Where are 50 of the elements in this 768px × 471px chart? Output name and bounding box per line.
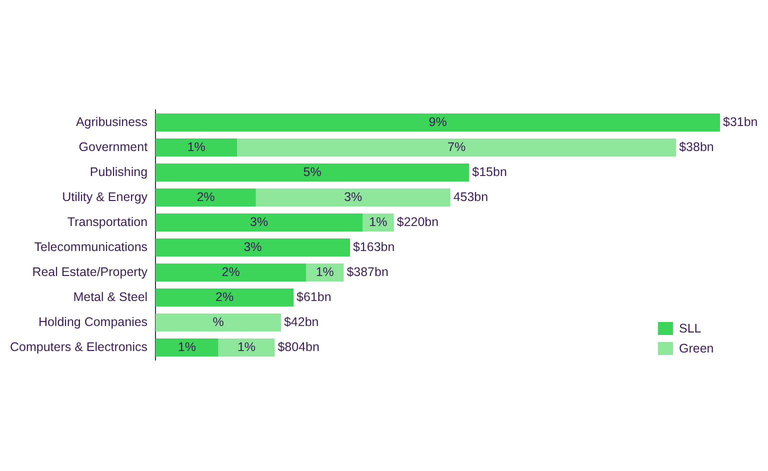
- data-label: 9%: [428, 114, 447, 129]
- bar: [156, 164, 470, 182]
- data-label: 3%: [250, 214, 268, 229]
- annotation: $31bn: [723, 114, 758, 129]
- annotation: $61bn: [296, 290, 332, 304]
- legend-label: Green: [679, 341, 714, 356]
- bar: [256, 188, 450, 206]
- bar: [156, 138, 238, 156]
- data-label: 1%: [187, 140, 206, 154]
- data-label: 2%: [216, 290, 234, 304]
- y-tick-label: Agribusiness: [76, 114, 148, 129]
- annotation: $15bn: [472, 164, 507, 179]
- bar: [156, 288, 294, 306]
- y-tick-label: Telecommunications: [34, 240, 148, 254]
- legend-label: SLL: [679, 321, 702, 336]
- data-label: 1%: [316, 264, 334, 279]
- y-tick-label: Utility & Energy: [62, 190, 148, 204]
- annotation: $804bn: [278, 340, 320, 354]
- data-label: 3%: [344, 190, 362, 204]
- y-tick-label: Real Estate/Property: [32, 264, 148, 279]
- annotation: $387bn: [346, 264, 388, 279]
- bar: [156, 264, 306, 282]
- data-label: 1%: [178, 340, 196, 354]
- bar: [156, 238, 350, 256]
- bar: [156, 214, 363, 232]
- y-tick-label: Government: [78, 140, 148, 154]
- bar: [156, 114, 720, 132]
- annotation: $163bn: [352, 240, 395, 254]
- y-tick-label: Publishing: [90, 164, 148, 179]
- data-label: 7%: [448, 140, 466, 154]
- bar: [156, 188, 256, 206]
- data-label: 1%: [369, 214, 388, 229]
- y-tick-label: Holding Companies: [38, 314, 148, 329]
- annotation: 453bn: [453, 190, 488, 204]
- data-label: 2%: [196, 190, 215, 204]
- annotation: $38bn: [679, 140, 714, 154]
- data-label: %: [212, 314, 224, 329]
- annotation: $42bn: [284, 314, 319, 329]
- data-label: 3%: [244, 240, 262, 254]
- data-label: 1%: [237, 340, 256, 354]
- data-label: 5%: [303, 164, 322, 179]
- bar: [156, 338, 218, 356]
- y-tick-label: Transportation: [67, 214, 148, 229]
- y-tick-label: Computers & Electronics: [10, 340, 148, 354]
- bar: [218, 338, 275, 356]
- bar: [237, 138, 676, 156]
- data-label: 2%: [222, 264, 240, 279]
- y-tick-label: Metal & Steel: [73, 290, 148, 304]
- annotation: $220bn: [396, 214, 439, 229]
- bar: [156, 314, 281, 332]
